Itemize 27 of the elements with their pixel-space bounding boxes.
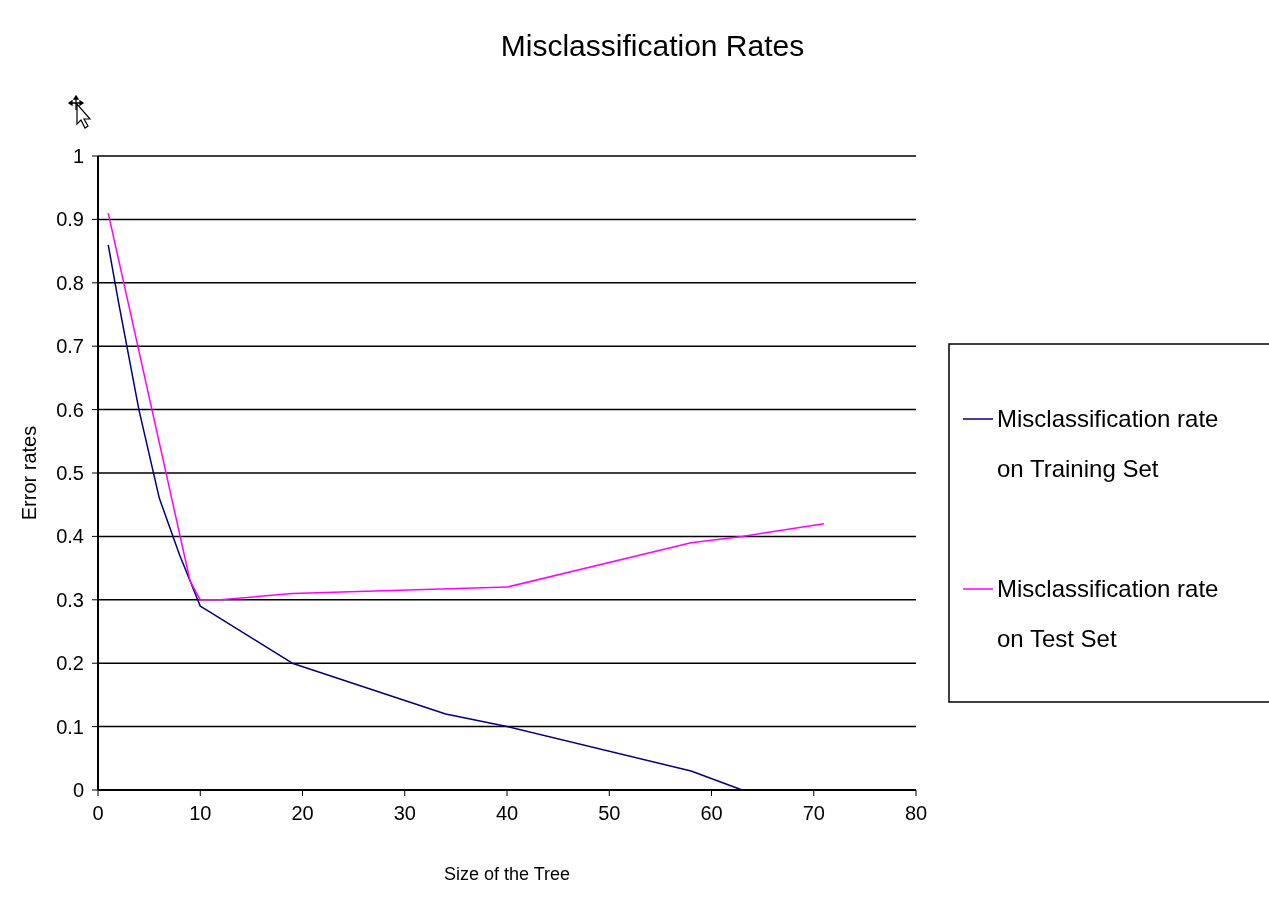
y-tick-label: 0 — [72, 779, 84, 801]
line-series — [107, 244, 743, 791]
y-tick-label: 0.7 — [56, 335, 84, 358]
y-tick-label: 0.2 — [56, 652, 84, 675]
y-axis-title: Error rates — [18, 425, 40, 521]
x-tick-label: 0 — [92, 802, 104, 824]
y-tick-label: 1 — [72, 145, 84, 167]
x-axis-title: Size of the Tree — [443, 864, 571, 884]
x-tick-label: 30 — [393, 802, 416, 824]
y-tick-label: 0.8 — [56, 271, 84, 294]
y-tick-label: 0.1 — [56, 715, 84, 738]
x-tick-label: 60 — [700, 802, 723, 824]
x-tick-label: 40 — [495, 802, 519, 824]
x-tick-label: 10 — [189, 802, 212, 824]
y-tick-label: 0.3 — [56, 588, 84, 611]
legend-label: Misclassification rate on Test Set — [997, 575, 1219, 653]
line-series — [107, 212, 825, 601]
y-tick-label: 0.6 — [56, 398, 84, 421]
chart-title: Misclassification Rates — [500, 29, 805, 62]
y-tick-label: 0.4 — [56, 525, 84, 548]
x-tick-label: 50 — [598, 802, 621, 824]
x-tick-label: 80 — [904, 802, 928, 824]
x-tick-label: 20 — [291, 802, 314, 824]
y-tick-label: 0.9 — [56, 208, 84, 231]
y-tick-label: 0.5 — [56, 462, 84, 484]
x-tick-label: 70 — [802, 802, 825, 824]
legend-label: Misclassification rate on Training Set — [997, 405, 1219, 483]
